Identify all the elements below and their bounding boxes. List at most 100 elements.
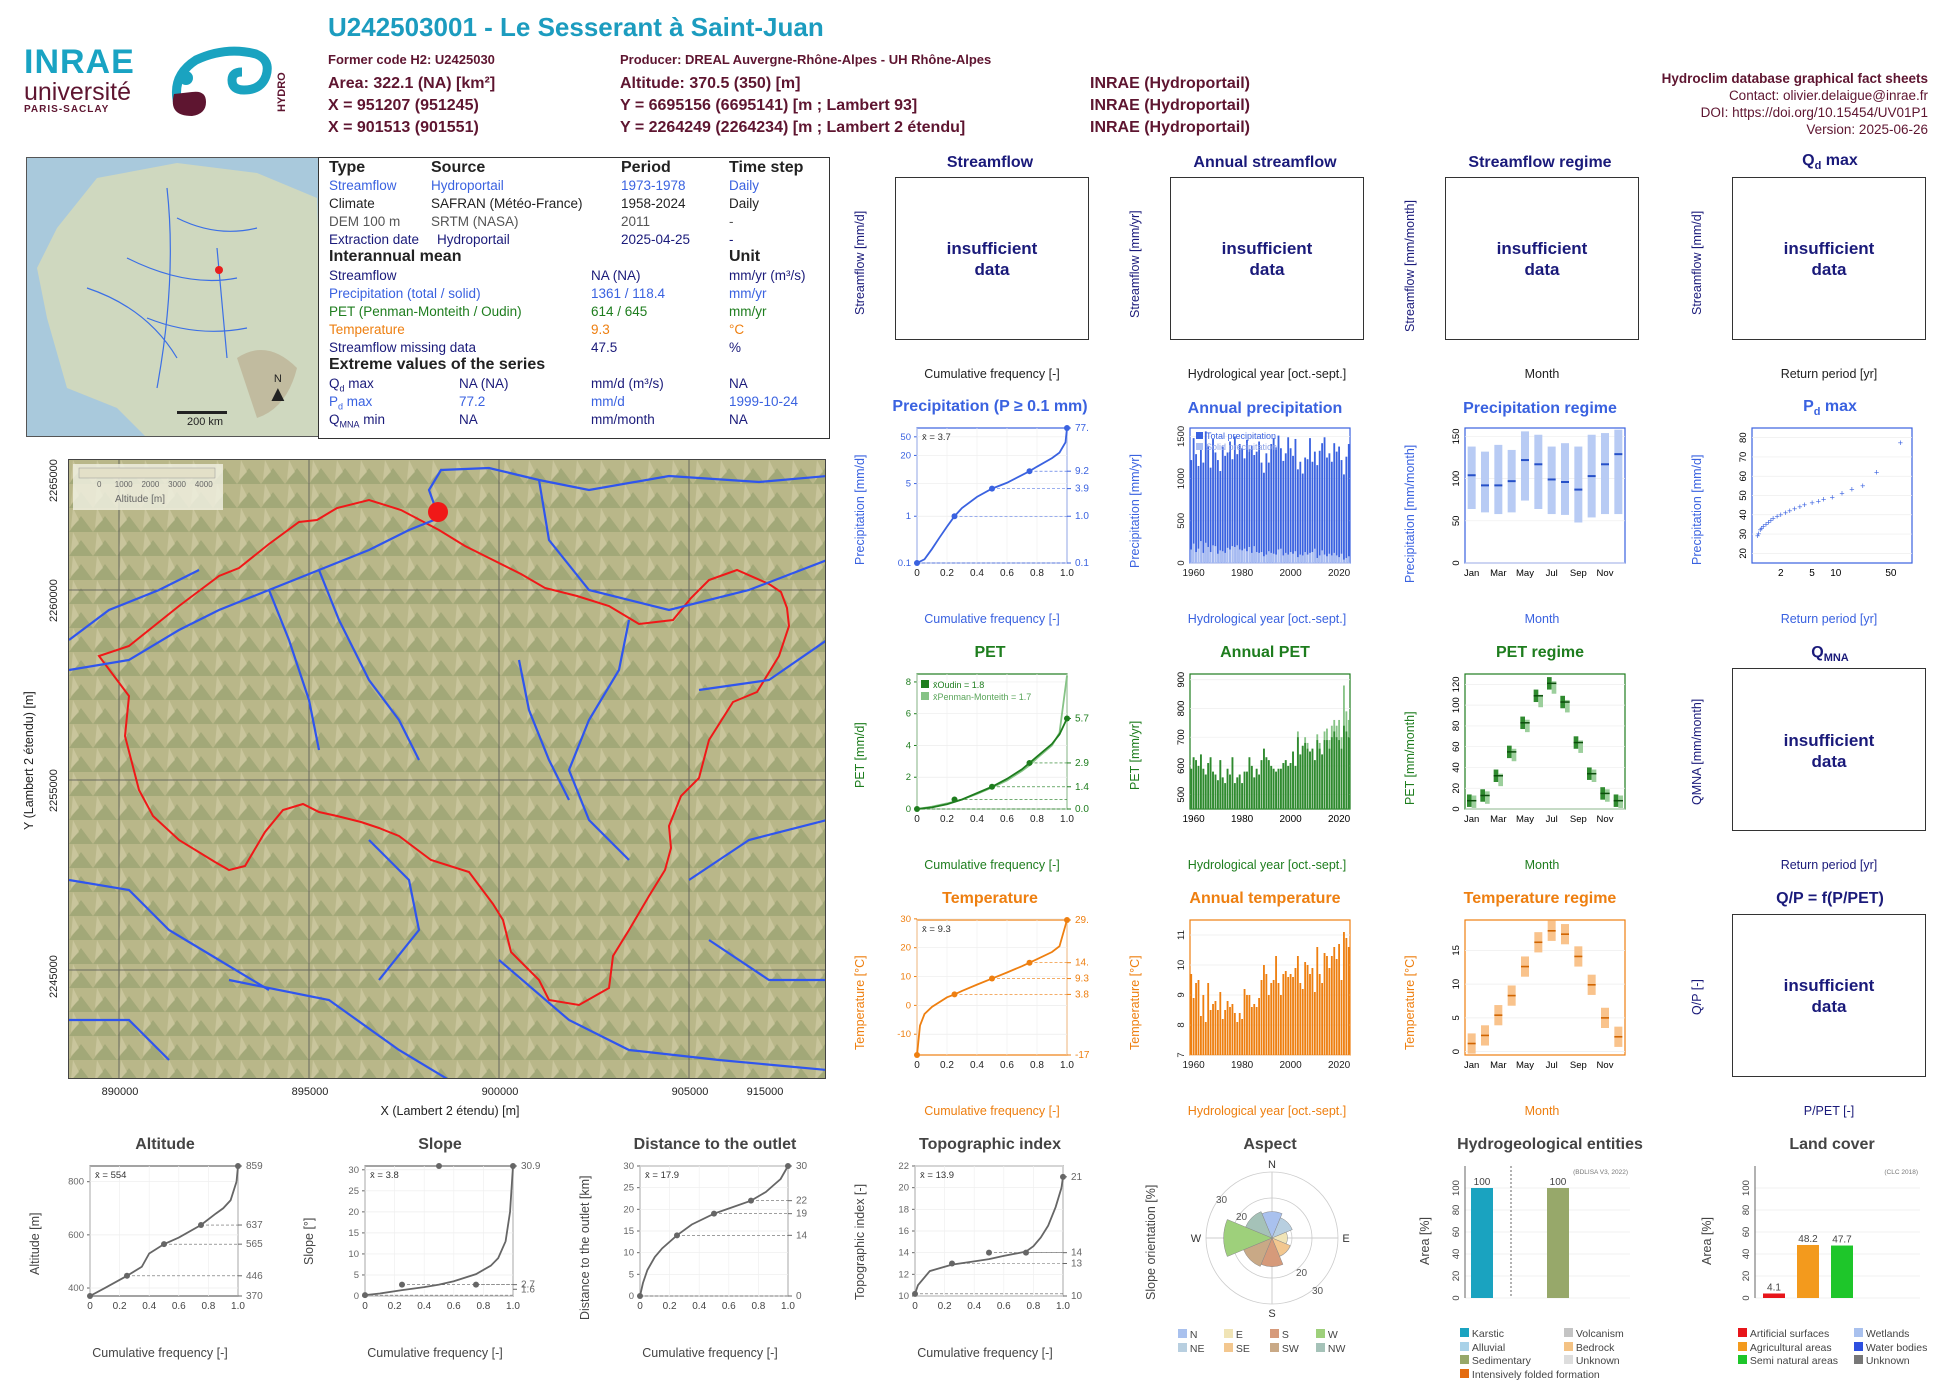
- ylabel: Q/P [-]: [1690, 979, 1704, 1015]
- bar-oudin: [1243, 771, 1246, 809]
- y-tick-label: 80: [1451, 721, 1462, 732]
- ext-name: Pd max: [329, 394, 373, 412]
- scatter-point: +: [1766, 518, 1771, 528]
- regime-box: [1561, 443, 1569, 515]
- y-tick-label: 0: [906, 804, 911, 815]
- bar-oudin: [1209, 757, 1212, 809]
- legend-label: Unknown: [1575, 1355, 1620, 1367]
- precip-cdf-chart: 0.115205000.20.40.60.81.077.29.23.91.00.…: [898, 423, 1089, 579]
- regime-box-pm: [1591, 769, 1597, 782]
- y-tick-label: 40: [1741, 1249, 1752, 1260]
- bar-secondary: [1347, 556, 1350, 563]
- panel-title-distance: Distance to the outlet: [633, 1136, 797, 1153]
- bar: [1347, 444, 1350, 563]
- bar: [1299, 461, 1302, 563]
- scatter-point: +: [1770, 514, 1775, 524]
- bar-oudin: [1294, 765, 1297, 809]
- y-tick-label: 400: [68, 1283, 84, 1294]
- x-tick-label: 1.0: [231, 1301, 245, 1312]
- x-tick-label: 0.8: [476, 1301, 490, 1312]
- outlet-marker: [428, 502, 448, 522]
- quantile-marker: [399, 1281, 405, 1288]
- bar-secondary: [1284, 552, 1287, 563]
- x-tick-label: 0.4: [970, 568, 984, 579]
- bar-oudin: [1301, 745, 1304, 809]
- bar-oudin: [1284, 760, 1287, 809]
- plot-frame: [1189, 427, 1351, 564]
- th-type: Type: [329, 159, 366, 176]
- mean-name: Streamflow missing data: [329, 340, 477, 355]
- y-tick-label: 60: [1451, 1227, 1462, 1238]
- bar-secondary: [1296, 557, 1299, 563]
- bar-secondary: [1216, 553, 1219, 563]
- xlabel: Cumulative frequency [-]: [924, 858, 1060, 872]
- x-tick-label: 2000: [1279, 1060, 1302, 1071]
- x-tick-label: 1.0: [1060, 1060, 1074, 1071]
- mean-label: x̄ = 13.9: [920, 1170, 954, 1181]
- bar-oudin: [1335, 737, 1338, 809]
- x-tick-label: Mar: [1490, 1060, 1506, 1071]
- insufficient-data-text: insufficient data: [946, 239, 1038, 279]
- x-tick-label: 0: [87, 1301, 93, 1312]
- quantile-marker: [1026, 468, 1033, 475]
- right-tick-label: 446: [246, 1271, 263, 1282]
- bar: [1275, 447, 1277, 563]
- bar: [1195, 983, 1197, 1055]
- y-l93: Y = 6695156 (6695141) [m ; Lambert 93]: [620, 97, 918, 114]
- scatter-point: +: [1763, 519, 1768, 529]
- quantile-marker: [989, 783, 995, 790]
- y-tick-label: 50: [1451, 516, 1462, 527]
- bar: [1301, 473, 1304, 563]
- bar-oudin: [1316, 740, 1319, 809]
- regime-box-pm: [1525, 719, 1530, 733]
- bar-secondary: [1330, 555, 1333, 563]
- contact: Contact: olivier.delaigue@inrae.fr: [1728, 88, 1928, 103]
- bar: [1209, 1010, 1212, 1055]
- qd-max-panel: [1732, 177, 1926, 340]
- regime-box-pm: [1618, 795, 1623, 808]
- right-tick-label: 637: [246, 1220, 263, 1231]
- value-label: 48.2: [1798, 1234, 1818, 1245]
- scatter-point: +: [1849, 485, 1854, 495]
- bar-oudin: [1318, 748, 1321, 809]
- bar: [1309, 438, 1311, 563]
- row-source: Hydroportail: [437, 232, 510, 247]
- bar-secondary: [1306, 554, 1309, 563]
- right-tick-label: 21: [1071, 1172, 1083, 1183]
- altitude-chart: 400 600 800 0 0.2 0.4 0.6 0.8 1.0 859 637 565 446 370…: [68, 1161, 263, 1312]
- bar: [1335, 959, 1338, 1055]
- y-tick-label: 5: [1451, 1015, 1462, 1020]
- legend-label: x̄Oudin = 1.8: [933, 680, 984, 690]
- bar: [1313, 992, 1316, 1055]
- x-tick-label: 0.8: [1030, 814, 1044, 825]
- quantile-marker: [1026, 959, 1033, 966]
- bar: [1255, 1007, 1258, 1055]
- y-tick-label: 100: [1451, 471, 1462, 487]
- x-tick-label: 0.2: [940, 814, 954, 825]
- bar-oudin: [1190, 768, 1193, 809]
- map-ytick: 2265000: [48, 459, 60, 502]
- y-tick-label: 20: [1738, 548, 1749, 559]
- bar-oudin: [1292, 751, 1294, 809]
- bar-secondary: [1340, 553, 1343, 563]
- x-tick-label: 2020: [1328, 1060, 1351, 1071]
- pet-cdf-chart: 0 2 4 6 8 0 0.2 0.4 0.6 0.8 1.0 5.7 2.9 1.4 0.0 x̄Oudin…: [906, 673, 1089, 825]
- value-label: 4.1: [1767, 1282, 1781, 1293]
- right-tick-label: 9.3: [1075, 974, 1089, 985]
- y-tick-label: 20: [898, 1183, 909, 1194]
- y-tick-label: 20: [1741, 1271, 1752, 1282]
- y-tick-label: 0: [1176, 560, 1187, 565]
- bar-secondary: [1275, 554, 1277, 563]
- bar-secondary: [1321, 550, 1324, 563]
- bar: [1236, 1022, 1239, 1055]
- bar-oudin: [1272, 768, 1275, 809]
- scatter-point: +: [1758, 525, 1763, 535]
- paris-saclay-text: PARIS-SACLAY: [24, 104, 110, 115]
- right-tick-label: 859: [246, 1161, 263, 1172]
- quantile-marker: [711, 1210, 717, 1217]
- ylabel: QMNA [mm/month]: [1690, 698, 1704, 805]
- xlabel: Month: [1524, 612, 1560, 626]
- y-tick-label: 10: [1451, 979, 1462, 990]
- info-table: Type Source Period Time step Streamflow …: [318, 157, 830, 439]
- x-tick-label: 0.6: [722, 1301, 736, 1312]
